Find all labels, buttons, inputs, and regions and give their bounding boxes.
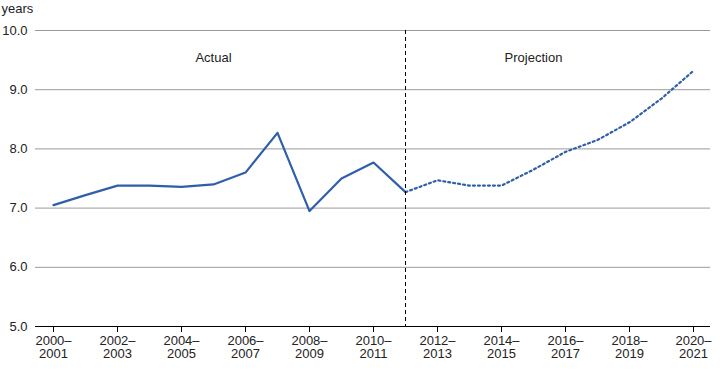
svg-text:2016–2017: 2016–2017 (547, 333, 584, 361)
svg-text:2008–2009: 2008–2009 (291, 333, 328, 361)
svg-text:7.0: 7.0 (9, 200, 27, 215)
svg-text:2002–2003: 2002–2003 (99, 333, 136, 361)
svg-text:2010–2011: 2010–2011 (355, 333, 392, 361)
svg-text:2018–2019: 2018–2019 (611, 333, 648, 361)
svg-text:2006–2007: 2006–2007 (227, 333, 264, 361)
svg-text:Actual: Actual (195, 50, 231, 65)
svg-text:9.0: 9.0 (9, 82, 27, 97)
svg-text:2000–2001: 2000–2001 (35, 333, 72, 361)
svg-text:2020–2021: 2020–2021 (675, 333, 712, 361)
svg-text:8.0: 8.0 (9, 141, 27, 156)
svg-text:5.0: 5.0 (9, 319, 27, 334)
svg-text:years: years (2, 1, 34, 16)
svg-text:10.0: 10.0 (2, 23, 27, 38)
svg-text:2012–2013: 2012–2013 (419, 333, 456, 361)
svg-text:2014–2015: 2014–2015 (483, 333, 520, 361)
svg-text:6.0: 6.0 (9, 259, 27, 274)
svg-text:2004–2005: 2004–2005 (163, 333, 200, 361)
svg-text:Projection: Projection (505, 50, 563, 65)
